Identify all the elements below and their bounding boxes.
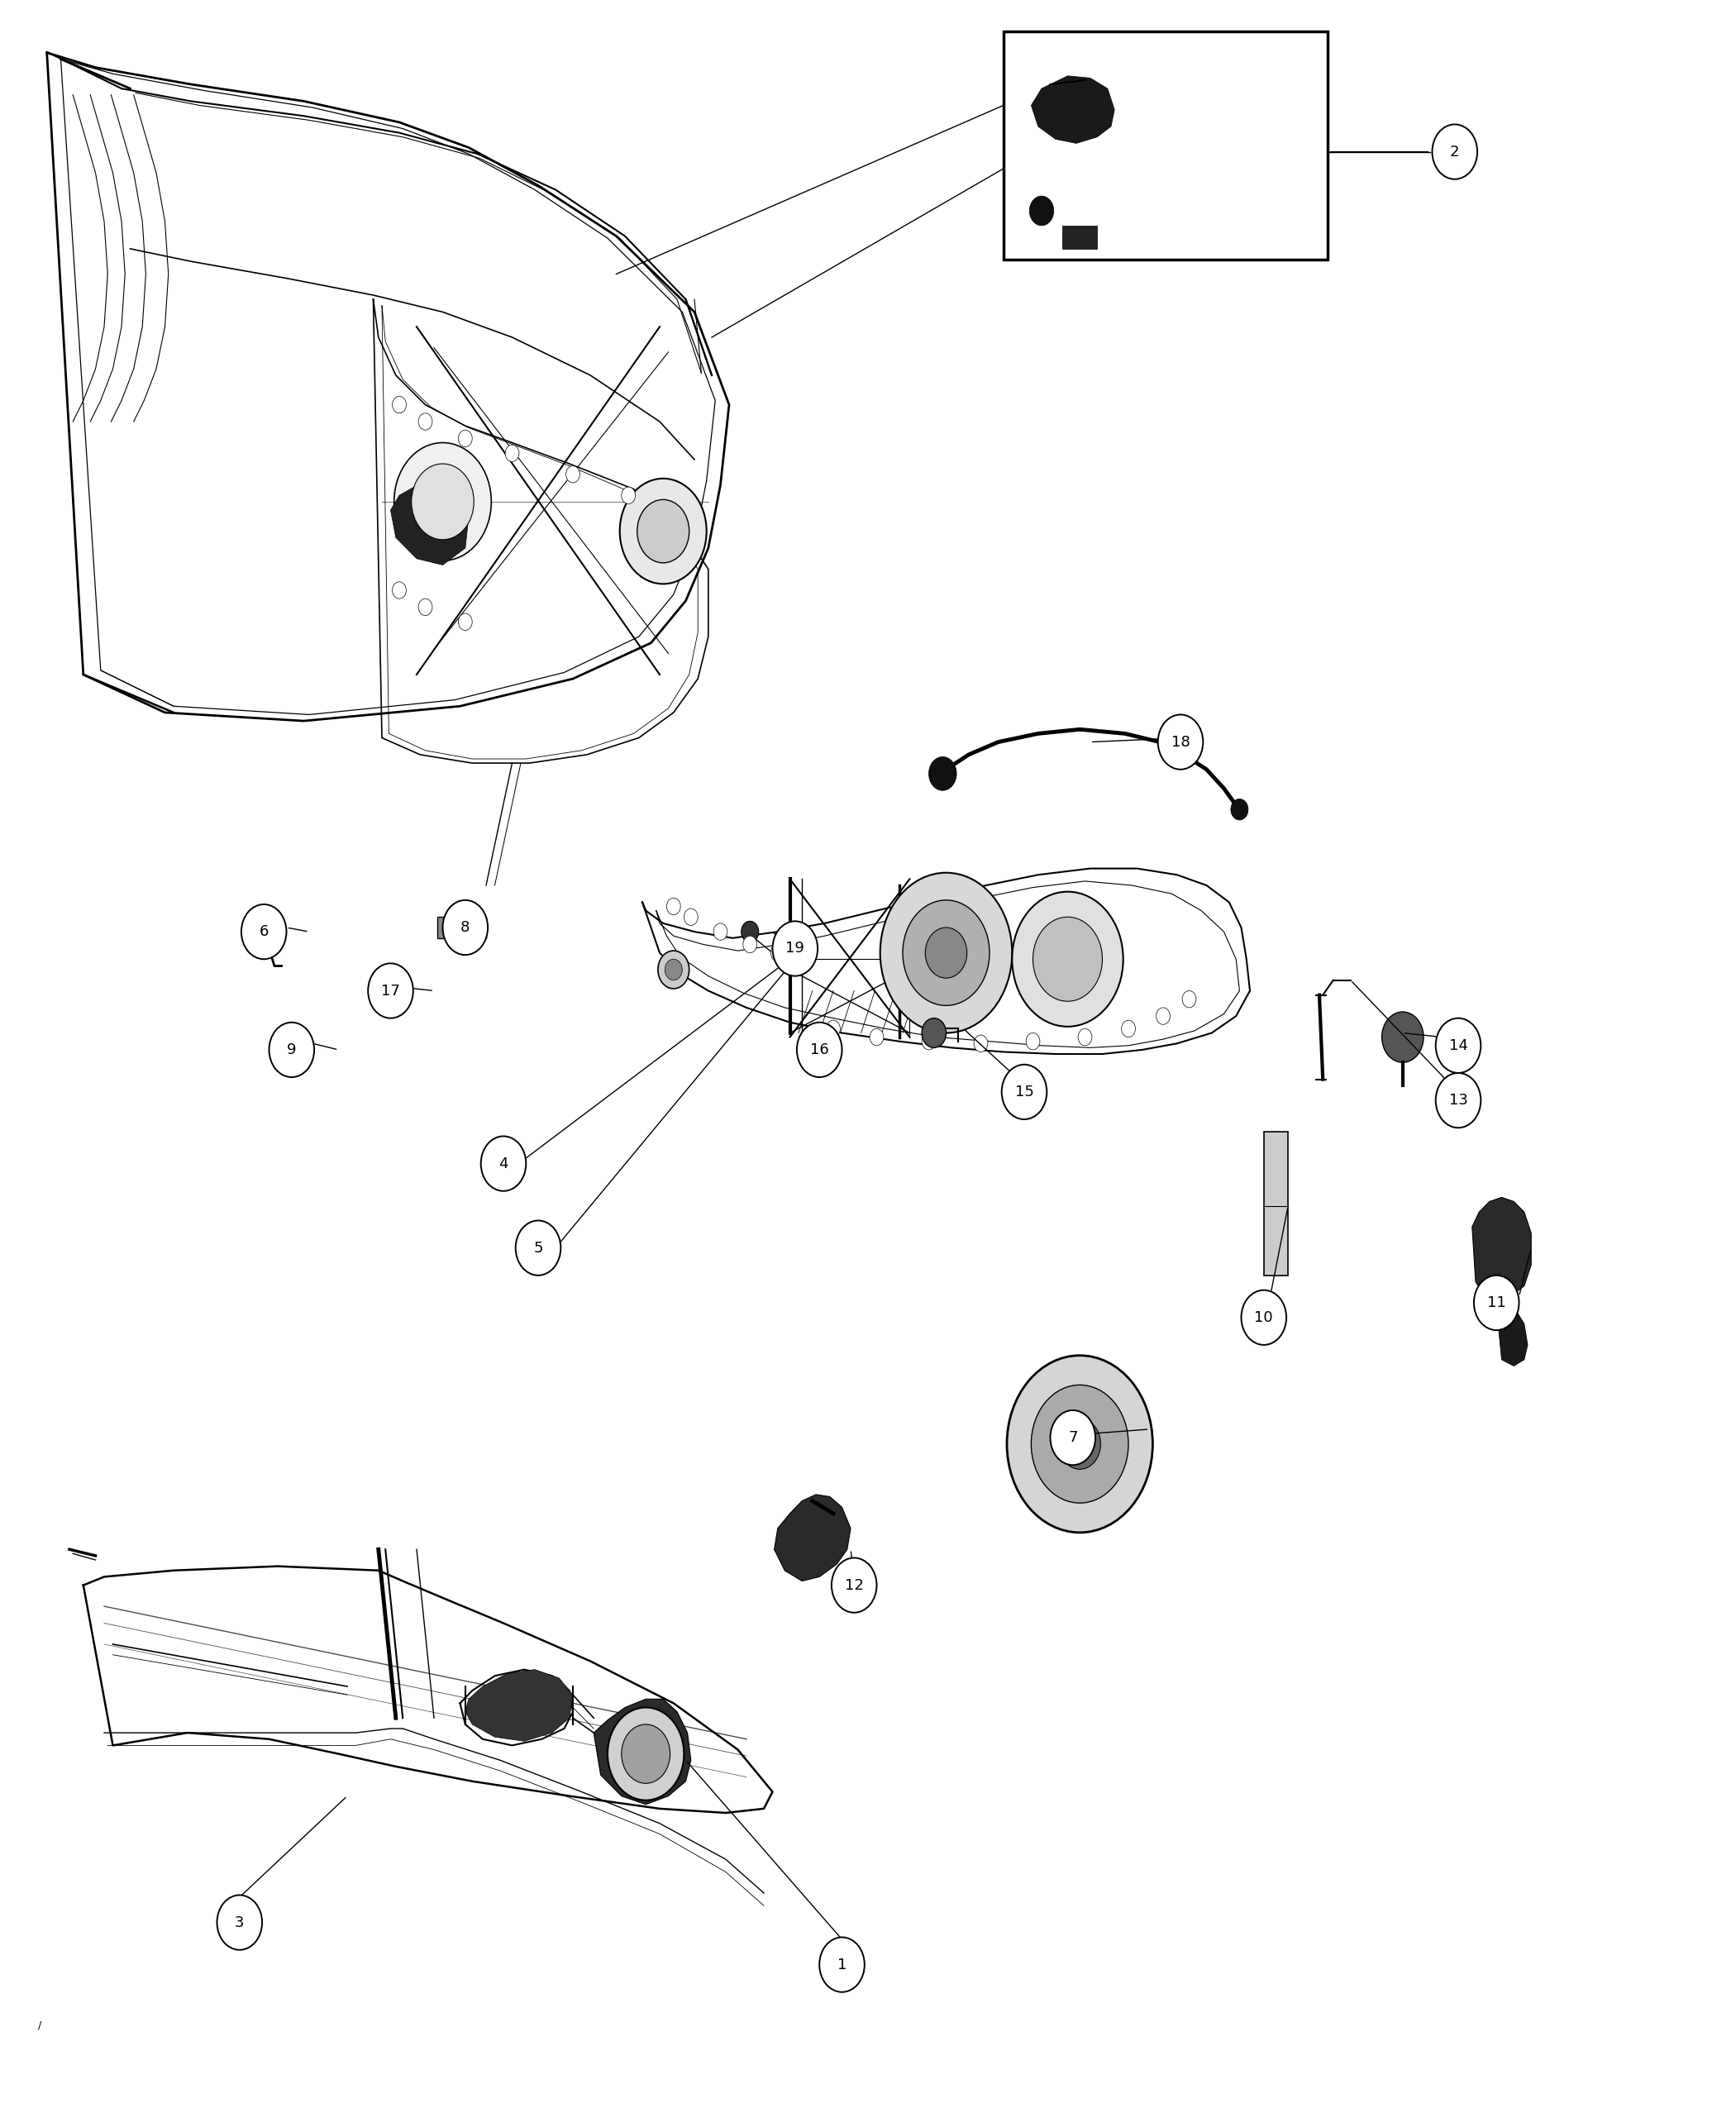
- Circle shape: [1182, 991, 1196, 1008]
- Circle shape: [217, 1895, 262, 1950]
- Circle shape: [621, 487, 635, 504]
- Circle shape: [1231, 799, 1248, 820]
- Polygon shape: [1031, 76, 1115, 143]
- Circle shape: [922, 1033, 936, 1050]
- Text: 19: 19: [786, 940, 804, 957]
- Circle shape: [1158, 715, 1203, 769]
- Text: 6: 6: [259, 923, 269, 940]
- Circle shape: [1007, 1355, 1153, 1533]
- Circle shape: [1026, 1033, 1040, 1050]
- Circle shape: [392, 582, 406, 599]
- Circle shape: [443, 900, 488, 955]
- Circle shape: [1059, 1419, 1101, 1469]
- Circle shape: [1474, 1275, 1519, 1330]
- Text: 9: 9: [286, 1041, 297, 1058]
- Circle shape: [637, 500, 689, 563]
- Text: 13: 13: [1450, 1092, 1467, 1109]
- Polygon shape: [391, 481, 469, 565]
- Text: 18: 18: [1172, 734, 1189, 750]
- Circle shape: [566, 466, 580, 483]
- Circle shape: [458, 613, 472, 630]
- Circle shape: [713, 923, 727, 940]
- Circle shape: [392, 396, 406, 413]
- Circle shape: [1002, 1065, 1047, 1119]
- Circle shape: [1121, 1020, 1135, 1037]
- Text: 10: 10: [1255, 1309, 1272, 1326]
- Polygon shape: [1472, 1197, 1531, 1301]
- Text: 16: 16: [811, 1041, 828, 1058]
- Circle shape: [773, 921, 818, 976]
- Circle shape: [1012, 892, 1123, 1027]
- Circle shape: [1436, 1018, 1481, 1073]
- Text: 8: 8: [460, 919, 470, 936]
- Circle shape: [974, 1035, 988, 1052]
- FancyBboxPatch shape: [1003, 32, 1328, 259]
- Polygon shape: [774, 1495, 851, 1581]
- Text: 15: 15: [1016, 1084, 1033, 1100]
- Circle shape: [621, 1724, 670, 1783]
- Circle shape: [832, 1558, 877, 1613]
- Circle shape: [771, 944, 785, 961]
- Text: 17: 17: [382, 982, 399, 999]
- Circle shape: [870, 1029, 884, 1046]
- Circle shape: [929, 757, 957, 790]
- Polygon shape: [465, 1670, 573, 1741]
- Circle shape: [903, 900, 990, 1006]
- FancyBboxPatch shape: [437, 917, 486, 938]
- Circle shape: [1241, 1290, 1286, 1345]
- Circle shape: [1050, 1410, 1095, 1465]
- Circle shape: [684, 909, 698, 925]
- Circle shape: [741, 921, 759, 942]
- Text: 1: 1: [837, 1956, 847, 1973]
- Text: 4: 4: [498, 1155, 509, 1172]
- Circle shape: [667, 898, 681, 915]
- Text: 12: 12: [845, 1577, 863, 1594]
- Circle shape: [394, 443, 491, 561]
- Circle shape: [1156, 1008, 1170, 1024]
- Polygon shape: [1496, 1307, 1528, 1366]
- Circle shape: [1031, 1385, 1128, 1503]
- Circle shape: [411, 464, 474, 540]
- Circle shape: [1432, 124, 1477, 179]
- Polygon shape: [594, 1699, 691, 1804]
- Circle shape: [826, 1020, 840, 1037]
- Circle shape: [516, 1221, 561, 1275]
- Circle shape: [819, 1937, 865, 1992]
- Text: 7: 7: [1068, 1429, 1078, 1446]
- Circle shape: [665, 959, 682, 980]
- Text: 2: 2: [1450, 143, 1460, 160]
- Circle shape: [658, 951, 689, 989]
- Circle shape: [925, 928, 967, 978]
- Circle shape: [481, 1136, 526, 1191]
- Circle shape: [804, 1043, 821, 1065]
- Circle shape: [418, 413, 432, 430]
- Circle shape: [797, 1022, 842, 1077]
- Circle shape: [608, 1707, 684, 1800]
- Circle shape: [620, 479, 707, 584]
- Circle shape: [1033, 917, 1102, 1001]
- FancyBboxPatch shape: [1264, 1132, 1288, 1275]
- Circle shape: [505, 445, 519, 462]
- Text: 11: 11: [1488, 1294, 1505, 1311]
- Circle shape: [269, 1022, 314, 1077]
- Text: /: /: [38, 2019, 42, 2030]
- Circle shape: [458, 430, 472, 447]
- Text: 14: 14: [1450, 1037, 1467, 1054]
- Circle shape: [880, 873, 1012, 1033]
- Polygon shape: [260, 917, 286, 953]
- Text: 5: 5: [533, 1240, 543, 1256]
- Circle shape: [1382, 1012, 1424, 1062]
- Circle shape: [1436, 1073, 1481, 1128]
- Circle shape: [368, 963, 413, 1018]
- Circle shape: [1078, 1029, 1092, 1046]
- Circle shape: [922, 1018, 946, 1048]
- Circle shape: [1029, 196, 1054, 226]
- Circle shape: [667, 514, 681, 531]
- Text: 3: 3: [234, 1914, 245, 1931]
- Circle shape: [418, 599, 432, 616]
- Polygon shape: [1062, 226, 1097, 249]
- Circle shape: [743, 936, 757, 953]
- Circle shape: [241, 904, 286, 959]
